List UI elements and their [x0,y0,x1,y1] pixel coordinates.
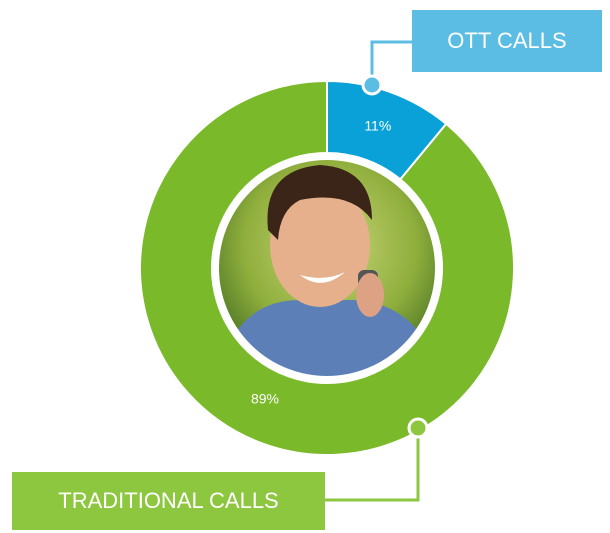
category-label: TRADITIONAL CALLS [58,488,278,513]
value-label: 89% [251,391,279,407]
value-label: 11% [364,118,391,134]
callout-dot [363,76,381,94]
callout-dot [409,419,427,437]
category-label: OTT CALLS [447,28,566,53]
chart: 11% 89% OTT CALLS TRADITIONAL CALLS [0,0,610,533]
